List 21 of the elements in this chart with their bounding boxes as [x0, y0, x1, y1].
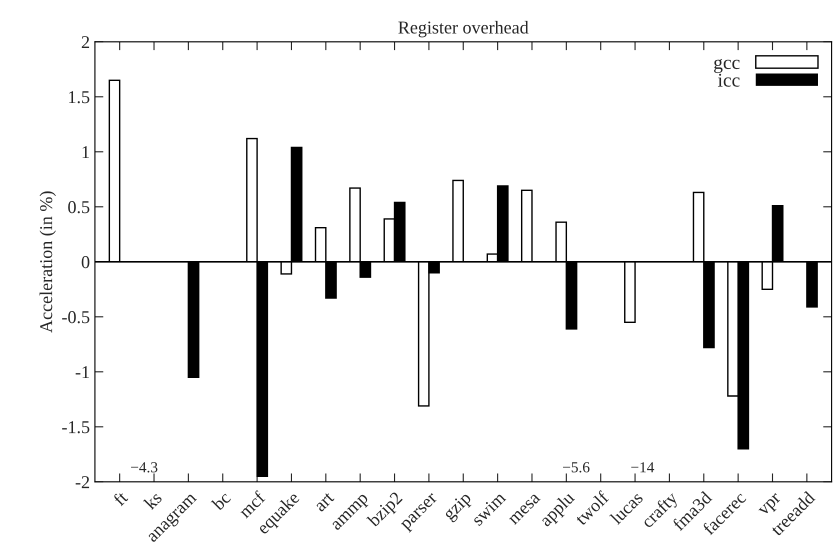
annotation: −5.6: [563, 462, 590, 472]
y-tick-label: 1.5: [69, 91, 90, 104]
y-axis-title: Acceleration (in %): [40, 191, 56, 333]
chart-title: Register overhead: [398, 20, 528, 38]
y-tick-label: -2: [76, 476, 90, 488]
legend-label: gcc: [714, 58, 740, 74]
legend-label: icc: [718, 74, 740, 87]
y-tick-label: 2: [82, 36, 90, 48]
x-tick-label: bc: [210, 490, 232, 512]
y-tick-label: 1: [82, 146, 89, 158]
y-tick-label: 0.5: [68, 201, 90, 214]
annotation: −4.3: [131, 462, 158, 472]
x-tick-label: art: [314, 492, 335, 512]
y-tick-label: -1.5: [62, 421, 90, 434]
x-tick-label: gzip: [442, 491, 474, 524]
y-tick-label: -1: [76, 366, 89, 378]
x-tick-label: mesa: [508, 493, 541, 526]
y-tick-label: 0: [82, 256, 90, 268]
y-tick-label: -0.5: [62, 311, 90, 324]
x-tick-label: ft: [112, 490, 129, 507]
annotation: −14: [631, 462, 654, 472]
